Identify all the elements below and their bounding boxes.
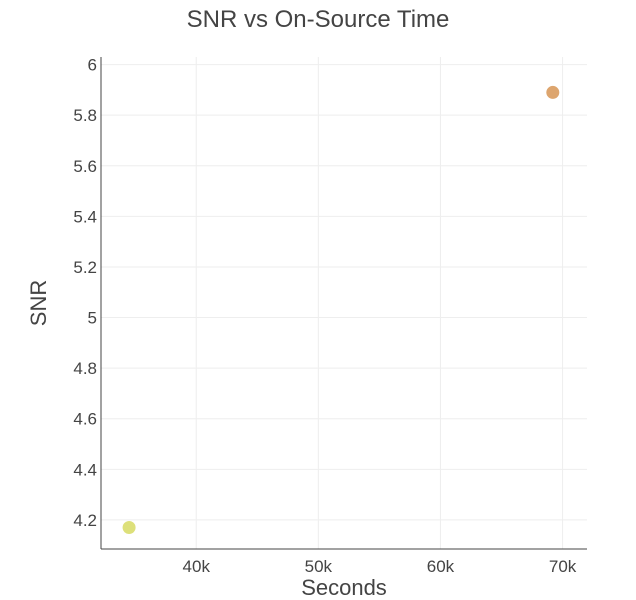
y-tick-label: 6 (88, 56, 97, 75)
x-tick-label: 40k (183, 557, 211, 576)
y-tick-label: 5.8 (73, 106, 97, 125)
y-tick-label: 5.6 (73, 157, 97, 176)
x-axis-ticks: 40k 50k 60k 70k (183, 557, 577, 576)
y-tick-label: 4.8 (73, 359, 97, 378)
data-point (546, 85, 560, 99)
x-tick-label: 60k (427, 557, 455, 576)
y-tick-label: 5 (88, 309, 97, 328)
y-tick-label: 4.4 (73, 460, 97, 479)
y-axis-ticks: 4.2 4.4 4.6 4.8 5 5.2 5.4 5.6 5.8 6 (73, 56, 97, 530)
x-tick-label: 50k (305, 557, 333, 576)
data-point (122, 520, 136, 534)
y-tick-label: 4.2 (73, 511, 97, 530)
x-tick-label: 70k (549, 557, 577, 576)
data-points (122, 85, 560, 534)
y-tick-label: 4.6 (73, 410, 97, 429)
y-tick-label: 5.2 (73, 258, 97, 277)
grid-lines (101, 57, 587, 549)
y-axis-title: SNR (26, 280, 51, 326)
x-axis-title: Seconds (301, 575, 387, 600)
y-tick-label: 5.4 (73, 207, 97, 226)
chart-title: SNR vs On-Source Time (186, 6, 450, 33)
